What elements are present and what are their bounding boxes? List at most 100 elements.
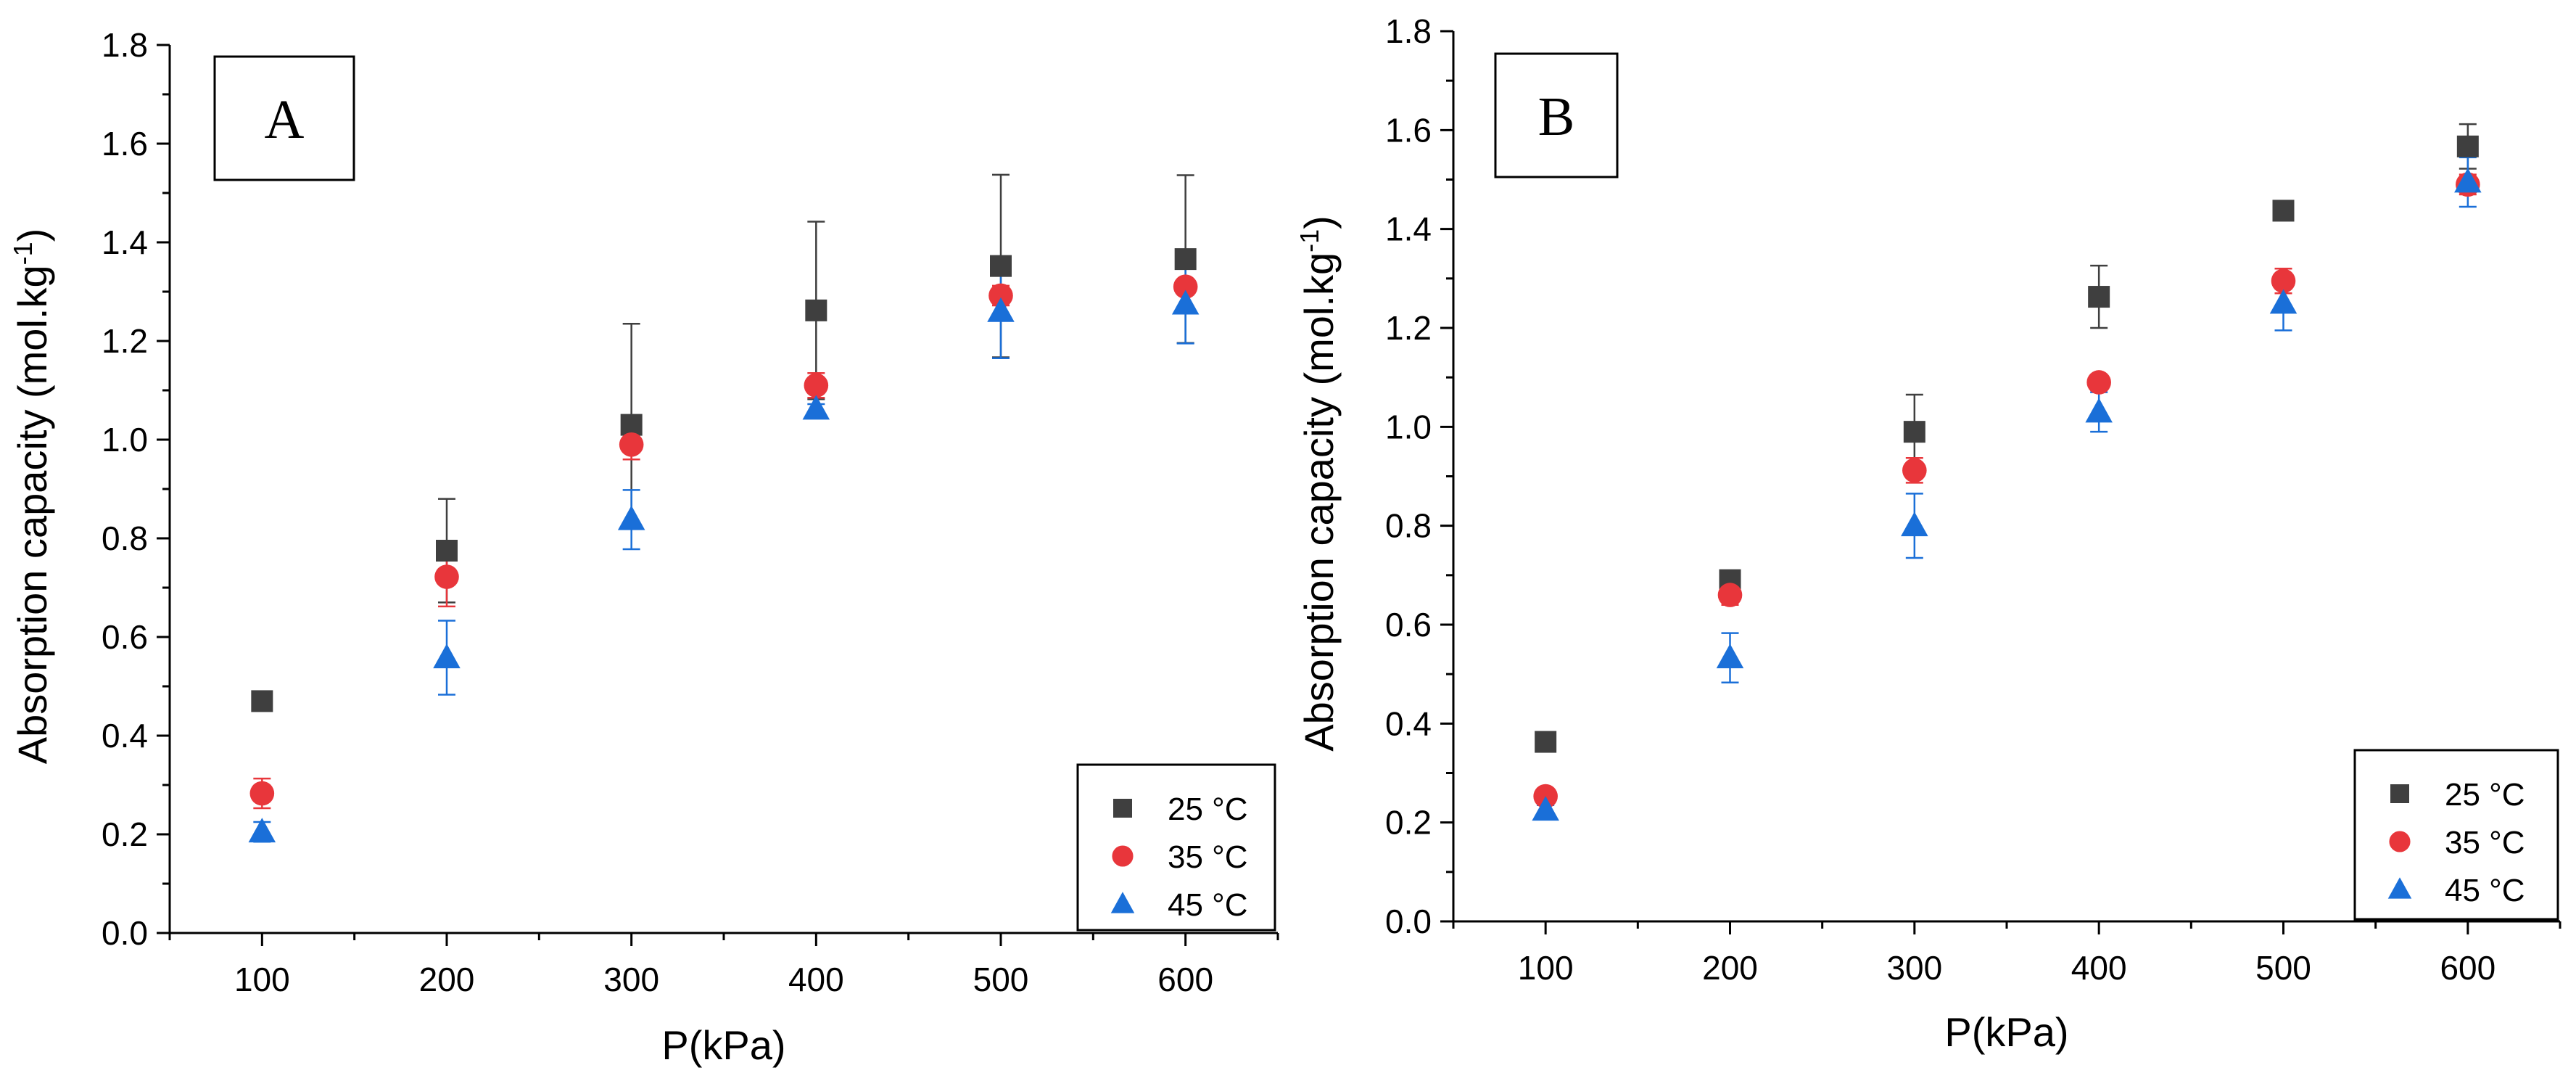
series-markers	[1533, 172, 2480, 809]
y-tick-label: 1.8	[102, 26, 148, 64]
y-tick-label: 1.0	[102, 421, 148, 459]
series-markers	[1535, 135, 2479, 753]
x-tick-label: 400	[788, 961, 844, 998]
y-tick-label: 0.8	[102, 519, 148, 557]
x-tick-label: 200	[1702, 949, 1758, 987]
y-tick-label: 0.0	[102, 914, 148, 952]
data-point	[1171, 289, 1200, 315]
x-tick-label: 500	[973, 961, 1029, 998]
legend-marker	[2387, 877, 2412, 899]
series-markers	[249, 274, 1198, 806]
series-markers	[1532, 168, 2482, 821]
data-point	[1532, 796, 1559, 821]
legend: 25 °C 35 °C 45 °C	[2353, 749, 2559, 921]
data-point	[2269, 289, 2298, 314]
x-tick-label: 300	[603, 961, 659, 998]
legend-marker	[2390, 784, 2409, 803]
x-tick-label: 600	[1157, 961, 1213, 998]
panel-label-box	[213, 55, 355, 181]
data-point	[805, 299, 827, 321]
chart-panel-b: 0.0 0.2 0.4 0.6 0.8 1.0 1.2 1.4 1.6 1.8 100 200 300 4…	[1295, 12, 2561, 1055]
y-tick-label: 0.0	[1385, 903, 1432, 940]
data-point	[433, 644, 461, 669]
data-point	[2271, 268, 2296, 294]
data-point	[2085, 398, 2113, 423]
legend-label: 35 °C	[2445, 825, 2525, 860]
data-point	[804, 373, 829, 398]
x-tick-label: 400	[2071, 949, 2127, 987]
data-point	[251, 690, 273, 712]
y-tick-label: 0.2	[102, 815, 148, 853]
legend-label: 35 °C	[1168, 839, 1248, 875]
data-point	[990, 255, 1012, 277]
data-point	[2456, 135, 2479, 157]
chart-panel-a: 0.0 0.2 0.4 0.6 0.8 1.0 1.2 1.4 1.6 1.8 100 200 300 4…	[8, 26, 1279, 1068]
y-tick-label: 1.2	[1385, 309, 1432, 347]
y-tick-label: 0.2	[1385, 804, 1432, 842]
y-tick-label: 0.8	[1385, 507, 1432, 545]
legend-label: 25 °C	[1168, 792, 1248, 827]
legend: 25 °C 35 °C 45 °C	[1076, 763, 1276, 932]
data-point	[2086, 370, 2111, 395]
data-point	[619, 432, 644, 457]
y-tick-label: 1.6	[1385, 111, 1432, 149]
legend-box	[2353, 749, 2559, 921]
data-point	[2088, 286, 2110, 308]
x-tick-label: 300	[1886, 949, 1942, 987]
x-tick-label: 100	[234, 961, 290, 998]
data-point	[988, 283, 1013, 308]
data-point	[2272, 200, 2295, 222]
legend-marker	[1113, 799, 1132, 818]
y-tick-label: 1.4	[1385, 210, 1432, 248]
legend-marker	[1112, 845, 1134, 867]
x-tick-label: 600	[2440, 949, 2496, 987]
y-tick-label: 1.8	[1385, 12, 1432, 50]
data-point	[1717, 583, 1743, 607]
series-25c	[1537, 123, 2477, 747]
series-45c	[1537, 156, 2477, 816]
data-point	[436, 540, 458, 562]
data-point	[249, 781, 275, 806]
legend-label: 45 °C	[2445, 873, 2525, 908]
x-tick-label: 100	[1518, 949, 1574, 987]
series-35c	[253, 278, 1194, 810]
series-markers	[251, 248, 1197, 712]
y-tick-label: 1.6	[102, 125, 148, 163]
data-point	[617, 505, 645, 530]
x-axis-title: P(kPa)	[1944, 1009, 2068, 1055]
data-point	[2454, 168, 2482, 193]
legend-marker	[2389, 831, 2411, 852]
data-point	[1716, 644, 1744, 669]
series-35c	[1537, 173, 2477, 802]
data-point	[434, 564, 459, 589]
legend-box	[1076, 763, 1276, 932]
y-tick-label: 0.4	[102, 717, 148, 755]
panel-label: A	[265, 89, 305, 150]
data-point	[1535, 731, 1557, 753]
series-markers	[248, 289, 1200, 843]
legend-marker	[1110, 892, 1135, 913]
data-point	[802, 395, 830, 420]
y-tick-label: 0.6	[102, 618, 148, 656]
data-point	[1902, 458, 1927, 483]
data-point	[248, 818, 276, 843]
panel-label-box	[1494, 52, 1619, 178]
data-point	[1173, 274, 1198, 300]
y-tick-label: 1.2	[102, 322, 148, 360]
x-tick-label: 500	[2255, 949, 2311, 987]
data-point	[1903, 421, 1925, 443]
y-tick-label: 1.0	[1385, 408, 1432, 445]
data-point	[987, 297, 1015, 322]
y-tick-label: 0.6	[1385, 606, 1432, 644]
y-axis-title: Absorption capacity (mol.kg-1)	[8, 229, 55, 765]
data-point	[1901, 511, 1928, 537]
data-point	[620, 414, 643, 436]
x-tick-label: 200	[419, 961, 475, 998]
series-25c	[253, 173, 1194, 710]
y-tick-label: 0.4	[1385, 704, 1432, 742]
data-point	[1174, 248, 1197, 271]
panel-label: B	[1538, 86, 1575, 147]
legend-label: 25 °C	[2445, 777, 2525, 813]
y-tick-label: 1.4	[102, 223, 148, 261]
